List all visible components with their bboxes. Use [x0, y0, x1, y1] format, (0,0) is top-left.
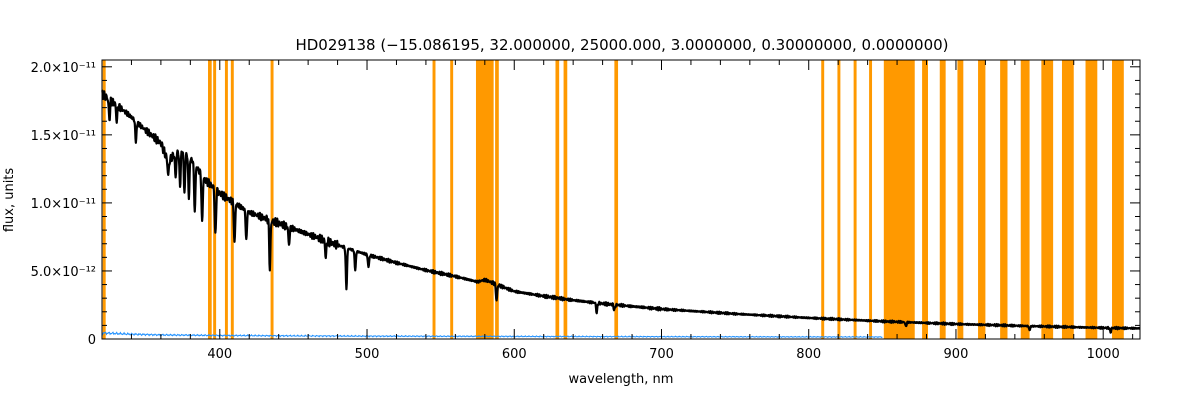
mask-band-8 — [475, 60, 494, 339]
ticks: 400 500 600 700 800 900 1000 0 5.0×10⁻¹² 1.0×10⁻¹… — [31, 60, 1140, 362]
x-tick-label-1000: 1000 — [1087, 347, 1120, 362]
x-tick-label-800: 800 — [796, 347, 821, 362]
mask-band-14 — [837, 60, 841, 339]
mask-band-6 — [432, 60, 436, 339]
x-tick-label-700: 700 — [649, 347, 674, 362]
mask-band-19 — [939, 60, 946, 339]
mask-band-0 — [102, 60, 106, 339]
mask-band-11 — [563, 60, 568, 339]
y-tick-label-1: 5.0×10⁻¹² — [31, 265, 96, 280]
mask-band-1 — [208, 60, 212, 339]
x-tick-label-900: 900 — [944, 347, 969, 362]
y-tick-label-0: 0 — [88, 333, 96, 348]
mask-band-10 — [555, 60, 560, 339]
flux-spectrum-line — [101, 89, 1141, 334]
mask-bands — [102, 60, 1124, 339]
chart-title: HD029138 (−15.086195, 32.000000, 25000.0… — [295, 36, 948, 54]
mask-band-20 — [957, 60, 964, 339]
mask-band-25 — [1061, 60, 1074, 339]
mask-band-5 — [270, 60, 274, 339]
axes — [101, 59, 1141, 340]
y-tick-label-3: 1.5×10⁻¹¹ — [31, 129, 96, 144]
mask-band-9 — [495, 60, 499, 339]
mask-band-22 — [1000, 60, 1008, 339]
series-layer — [101, 89, 1141, 339]
mask-band-16 — [869, 60, 873, 339]
mask-band-18 — [922, 60, 928, 339]
mask-band-24 — [1041, 60, 1054, 339]
error-spectrum-line — [101, 331, 883, 339]
y-tick-label-2: 1.0×10⁻¹¹ — [31, 197, 96, 212]
mask-band-7 — [450, 60, 454, 339]
y-tick-label-4: 2.0×10⁻¹¹ — [31, 61, 96, 76]
mask-band-21 — [978, 60, 986, 339]
y-axis-label: flux, units — [2, 168, 17, 233]
mask-band-15 — [853, 60, 857, 339]
x-tick-label-400: 400 — [207, 347, 232, 362]
mask-band-13 — [821, 60, 825, 339]
mask-band-26 — [1085, 60, 1098, 339]
x-tick-label-500: 500 — [355, 347, 380, 362]
mask-band-27 — [1112, 60, 1124, 339]
mask-band-12 — [614, 60, 619, 339]
mask-band-23 — [1020, 60, 1030, 339]
x-tick-label-600: 600 — [502, 347, 527, 362]
plot-frame — [101, 59, 1141, 340]
x-axis-label: wavelength, nm — [569, 372, 674, 387]
mask-band-17 — [883, 60, 915, 339]
